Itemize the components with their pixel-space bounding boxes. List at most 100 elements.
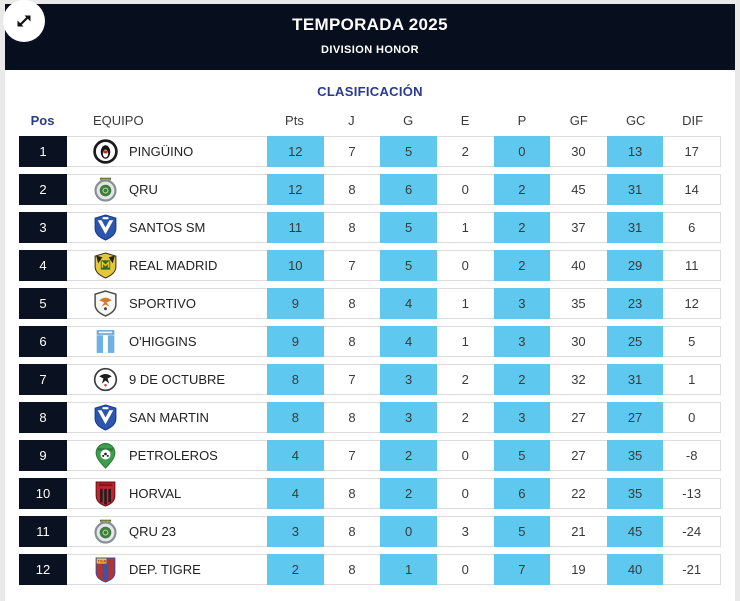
stat-cell-j: 7	[348, 372, 356, 387]
stat-cell-gf: 30	[571, 334, 586, 349]
column-header-g: G	[403, 112, 414, 128]
team-cell: SPORTIVO	[67, 289, 267, 318]
content-area: CLASIFICACIÓN Pos EQUIPO Pts J G E P GF …	[5, 70, 735, 585]
stat-cell-gf: 32	[571, 372, 586, 387]
position-badge: 9	[19, 440, 67, 471]
stat-cell-pts: 11	[267, 212, 324, 243]
stat-cell-j: 8	[348, 220, 356, 235]
stat-cell-pts: 12	[267, 136, 324, 167]
team-name: PINGÜINO	[129, 144, 194, 159]
team-cell: PETROLEROS	[67, 441, 267, 470]
stat-cell-p: 3	[493, 288, 551, 319]
team-name: PETROLEROS	[129, 448, 218, 463]
stat-cell-j: 7	[348, 448, 356, 463]
table-row: 6 O'HIGGINS 9 8 4 1 3 30 25 5	[19, 326, 721, 357]
stat-cell-gc: 31	[606, 364, 664, 395]
stat-cell-dif: 11	[684, 258, 699, 273]
stat-cell-j: 8	[348, 562, 356, 577]
team-cell: QRU	[67, 175, 267, 204]
table-row: 11 QRU 23 3 8 0 3 5 21 45 -24	[19, 516, 721, 547]
stat-cell-pts: 10	[267, 250, 324, 281]
stat-cell-g: 5	[380, 136, 437, 167]
table-row: 4 REAL MADRID 10 7 5 0 2 40 29 11	[19, 250, 721, 281]
stat-cell-gc: 31	[606, 174, 664, 205]
stat-cell-dif: 14	[684, 182, 699, 197]
real-madrid-crest	[93, 252, 118, 279]
team-name: QRU 23	[129, 524, 176, 539]
stat-cell-pts: 4	[267, 478, 324, 509]
table-header-row: Pos EQUIPO Pts J G E P GF GC DIF	[19, 110, 721, 130]
stat-cell-gc: 31	[606, 212, 664, 243]
stat-cell-dif: 5	[688, 334, 696, 349]
qru-crest	[93, 176, 118, 203]
stat-cell-pts: 4	[267, 440, 324, 471]
stat-cell-j: 8	[348, 524, 356, 539]
position-badge: 10	[19, 478, 67, 509]
team-cell: PINGÜINO	[67, 137, 267, 166]
stat-cell-gf: 35	[571, 296, 586, 311]
stat-cell-j: 7	[348, 144, 356, 159]
stat-cell-gf: 21	[571, 524, 586, 539]
column-header-pos: Pos	[30, 112, 55, 128]
stat-cell-p: 3	[493, 402, 551, 433]
table-row: 5 SPORTIVO 9 8 4 1 3 35 23 12	[19, 288, 721, 319]
team-name: 9 DE OCTUBRE	[129, 372, 226, 387]
nueve-octubre-crest	[93, 366, 118, 393]
table-row: 7 9 DE OCTUBRE 8 7 3 2 2 32 31 1	[19, 364, 721, 395]
stat-cell-dif: 6	[688, 220, 696, 235]
team-cell: REAL MADRID	[67, 251, 267, 280]
stat-cell-p: 5	[493, 516, 551, 547]
stat-cell-gf: 27	[571, 410, 586, 425]
stat-cell-gf: 19	[571, 562, 586, 577]
stat-cell-p: 2	[493, 212, 551, 243]
stat-cell-gc: 29	[606, 250, 664, 281]
stat-cell-p: 6	[493, 478, 551, 509]
stat-cell-gc: 13	[606, 136, 664, 167]
ohiggins-crest	[93, 328, 118, 355]
stat-cell-p: 2	[493, 174, 551, 205]
column-header-pts: Pts	[285, 112, 304, 128]
team-name: O'HIGGINS	[129, 334, 197, 349]
team-cell: 9 DE OCTUBRE	[67, 365, 267, 394]
column-header-p: P	[517, 112, 527, 128]
team-cell: SANTOS SM	[67, 213, 267, 242]
stat-cell-gf: 30	[571, 144, 586, 159]
stat-cell-dif: -24	[682, 524, 702, 539]
stat-cell-j: 8	[348, 334, 356, 349]
column-header-dif: DIF	[682, 112, 704, 128]
expand-button[interactable]	[3, 0, 45, 42]
stat-cell-dif: 0	[688, 410, 696, 425]
stat-cell-gc: 35	[606, 440, 664, 471]
team-name: DEP. TIGRE	[129, 562, 201, 577]
san-martin-crest	[93, 404, 118, 431]
petroleros-crest	[93, 442, 118, 469]
stat-cell-e: 1	[461, 334, 469, 349]
table-row: 12 TIGRE DEP. TIGRE 2 8 1 0 7 19 40 -21	[19, 554, 721, 585]
stat-cell-p: 0	[493, 136, 551, 167]
stat-cell-p: 3	[493, 326, 551, 357]
stat-cell-pts: 9	[267, 288, 324, 319]
stat-cell-g: 2	[380, 478, 437, 509]
position-badge: 1	[19, 136, 67, 167]
column-header-gc: GC	[625, 112, 646, 128]
table-row: 9 PETROLEROS 4 7 2 0 5 27 35 -8	[19, 440, 721, 471]
stat-cell-pts: 9	[267, 326, 324, 357]
team-name: SAN MARTIN	[129, 410, 209, 425]
stat-cell-j: 8	[348, 410, 356, 425]
table-body: 1 PINGÜINO 12 7 5 2 0 30 13 17 2 QRU 12 8 6 0 2 45 31…	[19, 136, 721, 585]
stat-cell-gc: 25	[606, 326, 664, 357]
stat-cell-gf: 22	[571, 486, 586, 501]
stat-cell-dif: 12	[684, 296, 699, 311]
column-header-gf: GF	[569, 112, 588, 128]
team-cell: SAN MARTIN	[67, 403, 267, 432]
stat-cell-g: 3	[380, 364, 437, 395]
stat-cell-p: 2	[493, 364, 551, 395]
stat-cell-dif: -21	[682, 562, 702, 577]
standings-table: Pos EQUIPO Pts J G E P GF GC DIF 1 PINGÜ…	[19, 110, 721, 585]
stat-cell-e: 2	[461, 372, 469, 387]
position-badge: 4	[19, 250, 67, 281]
position-badge: 3	[19, 212, 67, 243]
stat-cell-pts: 8	[267, 364, 324, 395]
position-badge: 6	[19, 326, 67, 357]
position-badge: 8	[19, 402, 67, 433]
